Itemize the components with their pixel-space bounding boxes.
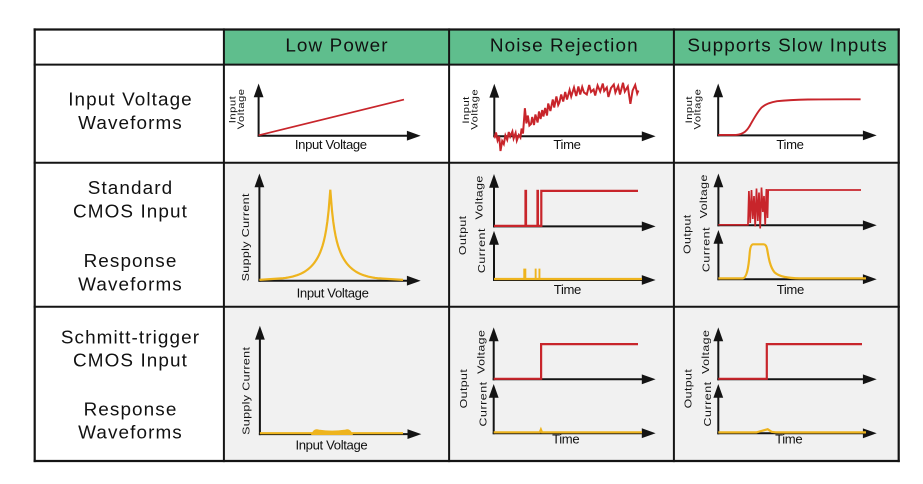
svg-text:Input Voltage: Input Voltage (68, 89, 193, 110)
svg-text:Voltage: Voltage (693, 89, 703, 130)
svg-text:Voltage: Voltage (476, 330, 487, 374)
svg-text:Voltage: Voltage (701, 330, 712, 374)
svg-text:Time: Time (777, 282, 804, 297)
svg-text:Voltage: Voltage (699, 174, 710, 218)
svg-text:CMOS Input: CMOS Input (73, 351, 188, 372)
svg-text:Time: Time (553, 137, 580, 152)
svg-text:Waveforms: Waveforms (78, 275, 183, 296)
svg-text:Input Voltage: Input Voltage (295, 137, 367, 152)
svg-text:Low Power: Low Power (285, 36, 388, 57)
svg-text:Current: Current (477, 228, 488, 273)
svg-text:Time: Time (554, 282, 581, 297)
svg-text:Voltage: Voltage (474, 175, 485, 219)
svg-text:Time: Time (552, 432, 579, 447)
svg-text:Time: Time (775, 432, 802, 447)
svg-text:Current: Current (479, 381, 490, 426)
svg-text:CMOS Input: CMOS Input (73, 202, 188, 223)
svg-text:Output: Output (683, 214, 694, 254)
svg-text:Output: Output (459, 368, 470, 408)
svg-text:Schmitt-trigger: Schmitt-trigger (61, 328, 200, 349)
svg-text:Waveforms: Waveforms (78, 113, 183, 134)
svg-text:Response: Response (84, 251, 178, 272)
svg-text:Standard: Standard (88, 178, 173, 199)
svg-text:Output: Output (683, 368, 694, 408)
svg-text:Input: Input (685, 96, 695, 123)
svg-text:Voltage: Voltage (470, 89, 480, 130)
svg-text:Output: Output (458, 215, 469, 255)
svg-text:Current: Current (701, 227, 712, 272)
svg-text:Input Voltage: Input Voltage (297, 286, 369, 301)
svg-text:Waveforms: Waveforms (78, 423, 183, 444)
svg-text:Input: Input (462, 96, 472, 123)
svg-text:Input: Input (228, 96, 238, 123)
svg-text:Supply Current: Supply Current (242, 346, 253, 435)
svg-text:Noise Rejection: Noise Rejection (490, 36, 639, 57)
svg-text:Input Voltage: Input Voltage (295, 438, 367, 453)
svg-text:Time: Time (776, 137, 803, 152)
svg-text:Response: Response (84, 399, 178, 420)
svg-text:Supply Current: Supply Current (241, 193, 252, 282)
svg-text:Current: Current (703, 381, 714, 426)
svg-text:Supports Slow Inputs: Supports Slow Inputs (687, 36, 888, 57)
svg-text:Voltage: Voltage (237, 88, 247, 129)
